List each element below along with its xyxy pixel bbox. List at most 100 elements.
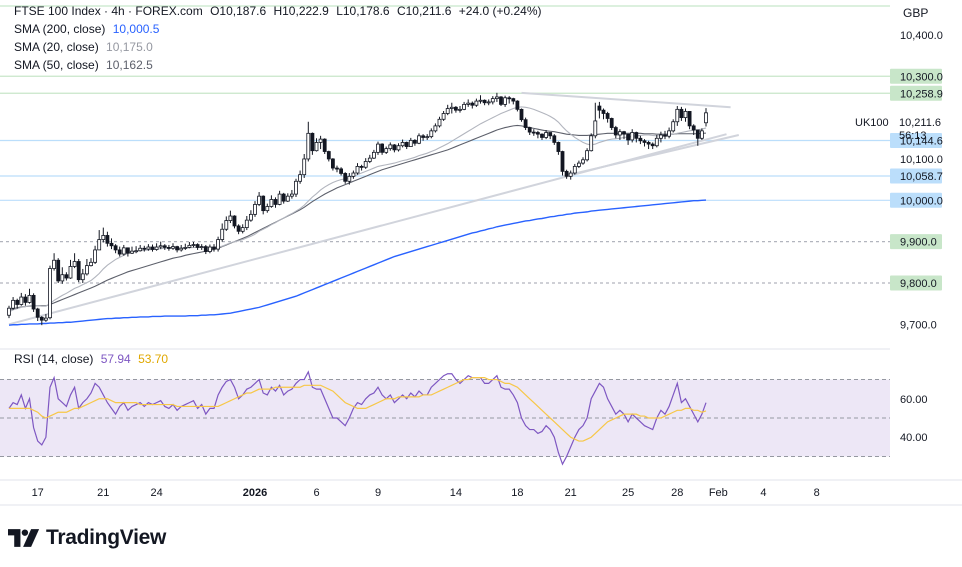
- candle: [433, 123, 438, 133]
- candle-body: [392, 144, 397, 151]
- candle-body: [265, 206, 270, 212]
- candle-body: [105, 235, 110, 244]
- candle: [494, 92, 499, 102]
- price-axis-tick: 10,100.0: [900, 154, 943, 166]
- candle: [490, 96, 495, 105]
- candle-body: [322, 138, 327, 152]
- candle: [572, 163, 577, 175]
- candle-body: [552, 135, 557, 143]
- candle-body: [654, 137, 659, 147]
- candle: [7, 305, 11, 319]
- candle-body: [470, 102, 475, 106]
- candle-body: [335, 167, 339, 170]
- candle: [44, 313, 48, 322]
- candle-body: [474, 100, 479, 106]
- rsi-axis-tick: 60.00: [900, 394, 928, 406]
- candle: [654, 134, 659, 148]
- candle-body: [179, 247, 184, 251]
- candle: [52, 253, 56, 271]
- candle-body: [515, 100, 520, 110]
- candle-body: [687, 111, 692, 127]
- candle-body: [212, 246, 216, 250]
- candle-body: [261, 195, 266, 212]
- candle-body: [15, 299, 20, 305]
- candle: [224, 216, 229, 231]
- candle: [704, 108, 708, 127]
- candle-body: [478, 99, 483, 102]
- candle-body: [400, 142, 405, 147]
- candle: [425, 134, 430, 140]
- indicator-sma50[interactable]: SMA (50, close) 10,162.5: [14, 56, 546, 74]
- candle: [121, 244, 126, 256]
- candle-body: [429, 130, 434, 138]
- candle: [162, 244, 167, 250]
- candle-body: [11, 299, 16, 309]
- candle: [589, 133, 594, 152]
- time-axis-tick: 4: [760, 487, 766, 499]
- candle-body: [511, 98, 516, 102]
- candle-body: [97, 239, 102, 251]
- candle-body: [253, 204, 257, 215]
- candle: [335, 165, 339, 173]
- candle: [367, 154, 372, 164]
- candle-body: [380, 143, 385, 153]
- candle-body: [548, 132, 553, 137]
- candle: [166, 244, 171, 251]
- candle: [613, 125, 618, 139]
- candle: [421, 134, 426, 141]
- candle-body: [48, 268, 52, 319]
- candle-body: [659, 134, 663, 139]
- price-axis-tick: 10,400.0: [900, 30, 943, 42]
- candle-body: [126, 247, 130, 254]
- candle-body: [216, 239, 221, 250]
- candle: [659, 131, 663, 143]
- candle: [376, 141, 380, 155]
- candle-body: [503, 97, 508, 105]
- rsi-legend[interactable]: RSI (14, close) 57.94 53.70: [14, 352, 172, 366]
- candle-body: [302, 158, 307, 176]
- candle-body: [412, 139, 417, 144]
- candle: [195, 243, 200, 250]
- candle: [486, 99, 491, 106]
- candle-body: [52, 259, 56, 269]
- tradingview-logo[interactable]: TradingView: [8, 524, 166, 552]
- candle-body: [175, 246, 180, 251]
- candle: [48, 265, 52, 320]
- candle: [89, 258, 93, 267]
- candle: [199, 244, 204, 250]
- candle-body: [449, 106, 454, 109]
- candle-body: [704, 112, 708, 124]
- indicator-sma200[interactable]: SMA (200, close) 10,000.5: [14, 20, 546, 38]
- candle-body: [294, 180, 298, 195]
- candle: [134, 246, 139, 254]
- candle: [519, 108, 524, 122]
- candle-body: [199, 246, 204, 249]
- candle: [585, 148, 589, 162]
- candle: [462, 101, 467, 111]
- candle-body: [437, 118, 442, 127]
- candle: [11, 297, 16, 310]
- ohlc-change: +24.0 (+0.24%): [458, 4, 542, 18]
- rsi-label: RSI (14, close): [14, 352, 94, 366]
- indicator-label: SMA (200, close): [14, 22, 106, 36]
- candle: [556, 141, 561, 155]
- indicator-label: SMA (50, close): [14, 58, 99, 72]
- candle: [253, 201, 257, 217]
- candle-body: [404, 142, 409, 147]
- candle-body: [93, 249, 97, 263]
- candle: [371, 149, 376, 159]
- candle: [109, 238, 114, 250]
- rsi-axis-tick: 40.00: [900, 432, 928, 444]
- candle: [216, 236, 221, 252]
- candle-body: [85, 265, 89, 275]
- candle: [191, 242, 196, 248]
- indicator-sma20[interactable]: SMA (20, close) 10,175.0: [14, 38, 546, 56]
- time-axis-tick: 14: [450, 487, 462, 499]
- currency-label[interactable]: GBP: [903, 6, 929, 20]
- candle-body: [355, 166, 360, 174]
- candle-body: [376, 143, 380, 153]
- time-axis-tick: 2026: [243, 487, 267, 499]
- candle: [552, 134, 557, 145]
- candle-body: [494, 96, 499, 100]
